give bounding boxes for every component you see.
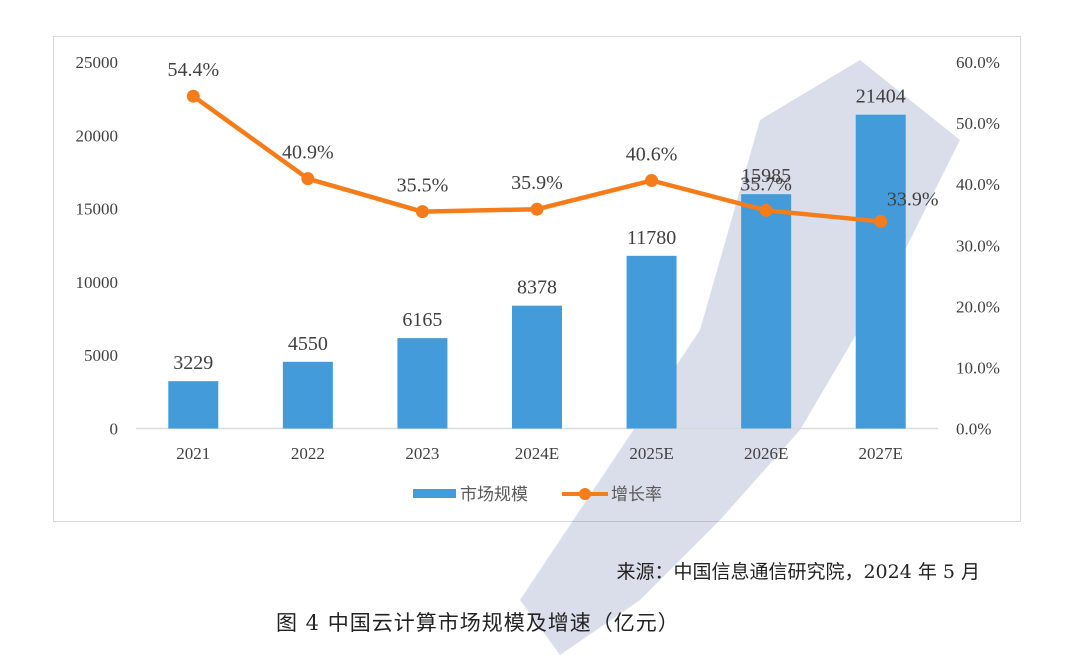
left-tick-label: 5000	[84, 346, 118, 365]
bar	[282, 361, 333, 429]
line-marker	[645, 174, 659, 188]
right-tick-label: 60.0%	[956, 53, 1000, 72]
bar-value-label: 21404	[856, 86, 906, 108]
right-tick-label: 40.0%	[956, 175, 1000, 194]
left-tick-label: 15000	[76, 200, 119, 219]
line-marker	[415, 205, 429, 219]
bar-value-label: 15985	[741, 165, 791, 187]
bar-value-label: 6165	[402, 309, 442, 331]
line-value-label: 35.9%	[511, 172, 563, 194]
x-tick-label: 2026E	[744, 444, 788, 463]
right-tick-label: 30.0%	[956, 236, 1000, 255]
line-value-label: 35.7%	[740, 173, 792, 195]
legend-bar-swatch	[413, 489, 456, 498]
x-tick-label: 2025E	[629, 444, 673, 463]
right-tick-label: 0.0%	[956, 420, 991, 439]
legend-line-label: 增长率	[611, 485, 662, 505]
bar-value-label: 11780	[627, 227, 676, 249]
line-value-label: 54.4%	[167, 59, 219, 81]
bar	[168, 381, 219, 429]
bar-value-label: 3229	[173, 352, 213, 374]
left-axis: 0 5000 10000 15000 20000 25000	[76, 53, 119, 439]
watermark	[520, 60, 960, 655]
bar-value-label: 4550	[288, 333, 328, 355]
right-tick-label: 10.0%	[956, 358, 1000, 377]
left-tick-label: 0	[110, 420, 119, 439]
bar	[512, 305, 562, 429]
legend-bar-label: 市场规模	[460, 485, 528, 505]
line-value-label: 35.5%	[397, 175, 449, 197]
line-value-label: 40.9%	[282, 142, 334, 164]
x-tick-label: 2023	[405, 444, 439, 463]
right-axis: 0.0% 10.0% 20.0% 30.0% 40.0% 50.0% 60.0%	[956, 53, 1000, 439]
source-note: 来源：中国信息通信研究院，2024 年 5 月	[616, 561, 980, 583]
bar	[397, 338, 448, 429]
figure-caption: 图 4 中国云计算市场规模及增速（亿元）	[276, 611, 680, 635]
line-series: 54.4% 40.9% 35.5% 35.9% 40.6% 35.7% 33.9%	[167, 59, 939, 228]
line-value-label: 33.9%	[887, 188, 939, 210]
bar	[741, 194, 792, 429]
x-tick-label: 2022	[291, 444, 325, 463]
x-axis: 2021 2022 2023 2024E 2025E 2026E 2027E	[176, 444, 903, 463]
right-tick-label: 50.0%	[956, 114, 1000, 133]
left-tick-label: 20000	[76, 126, 119, 145]
legend: 市场规模 增长率	[413, 485, 662, 505]
line-marker	[530, 202, 544, 216]
left-tick-label: 25000	[76, 53, 119, 72]
left-tick-label: 10000	[76, 273, 119, 292]
x-tick-label: 2024E	[515, 444, 559, 463]
bar-value-label: 8378	[517, 277, 557, 299]
line-marker	[759, 203, 773, 217]
bar-series: 3229 4550 6165 8378 11780 15985 21404	[168, 86, 906, 429]
bar	[855, 114, 906, 429]
line-marker	[301, 172, 315, 186]
line-value-label: 40.6%	[626, 144, 678, 166]
line-marker	[874, 214, 888, 228]
x-tick-label: 2021	[176, 444, 210, 463]
chart-frame	[53, 36, 1021, 522]
line-marker	[186, 89, 200, 103]
right-tick-label: 20.0%	[956, 297, 1000, 316]
x-tick-label: 2027E	[859, 444, 903, 463]
bar	[626, 255, 677, 429]
legend-line-marker	[579, 488, 591, 500]
